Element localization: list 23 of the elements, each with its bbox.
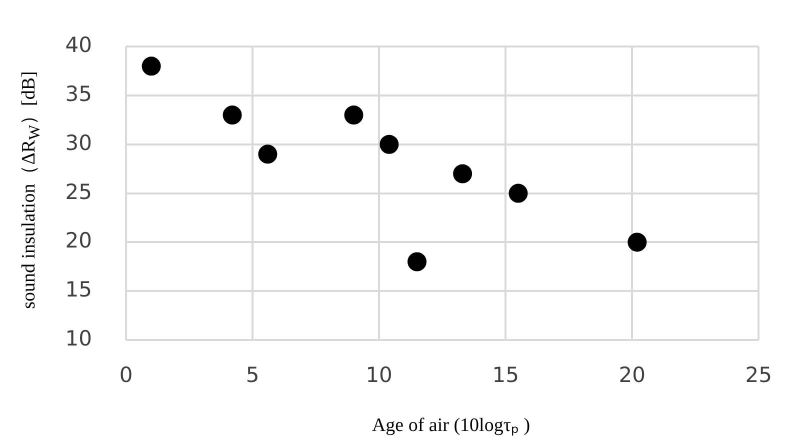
point (508, 184, 528, 203)
y-tick-label: 35 (65, 82, 92, 106)
y-tick-label: 25 (65, 180, 92, 204)
point (344, 106, 364, 125)
point (453, 164, 472, 184)
y-tick-label: 15 (65, 278, 92, 302)
point (258, 144, 278, 164)
point (408, 252, 427, 272)
y-tick-label: 10 (65, 326, 92, 350)
y-tick-label: 20 (65, 228, 92, 253)
x-axis-title: Age of air (10logτₚ ) (372, 414, 530, 437)
point (380, 134, 399, 154)
x-tick-label: 5 (246, 363, 260, 388)
point (142, 56, 161, 76)
x-tick-label: 15 (492, 363, 519, 388)
x-tick-label: 20 (618, 363, 646, 388)
x-tick-label: 0 (119, 363, 133, 388)
point (222, 106, 242, 125)
point (628, 232, 647, 252)
x-tick-label: 25 (745, 363, 772, 388)
y-tick-label: 30 (65, 130, 92, 155)
y-tick-label: 40 (65, 33, 92, 58)
x-tick-label: 10 (366, 363, 392, 388)
